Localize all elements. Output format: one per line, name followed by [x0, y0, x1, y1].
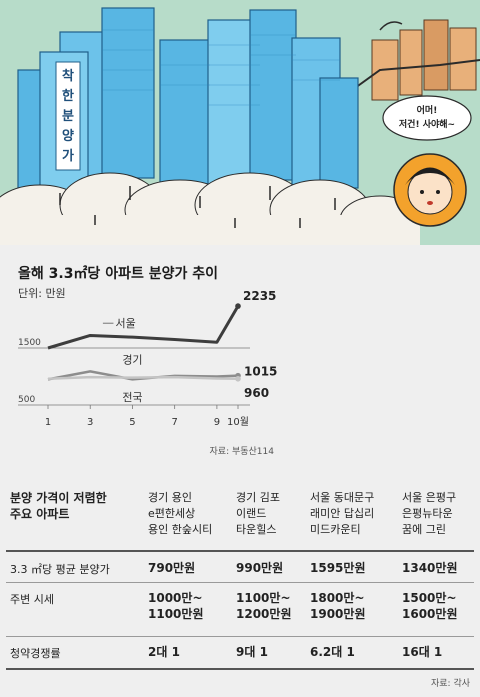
- building-sign-char: 가: [62, 149, 74, 164]
- table-cell: 990만원: [236, 560, 283, 576]
- table-cell: 1000만~ 1100만원: [148, 590, 203, 622]
- table-divider-top: [6, 550, 474, 552]
- series-end-label: 960: [244, 386, 269, 400]
- table-source: 자료: 각사: [430, 679, 470, 689]
- chart-title: 올해 3.3㎡당 아파트 분양가 추이: [18, 266, 218, 282]
- series-end-label: 2235: [243, 289, 276, 303]
- table-cell-line: 790만원: [148, 561, 196, 575]
- window-grid: [102, 29, 340, 106]
- series-end-point: [235, 375, 241, 382]
- table-column-header-line: 서울 은평구: [402, 491, 457, 504]
- line-chart: 1500 500 1 3 5 7 9 10월 2235 서울 1015 경기 960 전국: [18, 289, 277, 428]
- table-column-header-line: 서울 동대문구: [310, 491, 375, 504]
- x-tick-label: 7: [171, 417, 177, 428]
- series-line-1: [47, 305, 240, 350]
- table-cell-line: 1100만원: [148, 607, 204, 621]
- x-tick-label: 1: [45, 417, 51, 428]
- x-tick-label: 10월: [227, 416, 249, 428]
- building-sign-char: 양: [62, 129, 74, 144]
- price-trend-chart-section: 올해 3.3㎡당 아파트 분양가 추이 단위: 만원 1500 500 1 3 5 7 9 1…: [0, 245, 480, 465]
- brick-buildings: [354, 19, 480, 101]
- table-cell-line: 1340만원: [402, 561, 458, 575]
- woman-face-illustration: [393, 153, 467, 227]
- building-sign-char: 한: [62, 88, 74, 104]
- table-column-header-line: 은평뉴타운: [402, 507, 453, 520]
- table-cell-line: 1000만~: [148, 591, 203, 605]
- table-cell-line: 2대 1: [148, 645, 180, 659]
- table-cell-line: 1595만원: [310, 561, 366, 575]
- table-cell: 9대 1: [236, 644, 268, 660]
- table-cell-line: 1100만~: [236, 591, 291, 605]
- table-cell-line: 1800만~: [310, 591, 365, 605]
- table-cell: 790만원: [148, 560, 195, 576]
- table-cell: 1100만~ 1200만원: [236, 590, 291, 622]
- table-cell-line: 6.2대 1: [310, 645, 355, 659]
- table-column-header-line: 용인 한숲시티: [148, 523, 213, 536]
- x-tick-label: 5: [129, 417, 135, 428]
- blue-buildings: [17, 7, 359, 223]
- table-cell-line: 1200만원: [236, 607, 292, 621]
- building-sign-char: 분: [62, 109, 74, 124]
- table-cell: 1500만~ 1600만원: [402, 590, 457, 622]
- x-tick-label: 3: [87, 417, 93, 428]
- building-sign: [55, 61, 81, 171]
- table-column-header-line: 경기 김포: [236, 491, 280, 504]
- table-row-label: 3.3 ㎡당 평균 분양가: [10, 563, 110, 576]
- table-cell-line: 1600만원: [402, 607, 458, 621]
- y-tick-label: 1500: [18, 338, 41, 348]
- table-column-header-line: 경기 용인: [148, 491, 192, 504]
- table-header-title: 분양 가격이 저렴한 주요 아파트: [10, 490, 107, 522]
- decor-swirl: [379, 21, 403, 31]
- table-divider-bottom: [6, 668, 474, 670]
- table-cell: 2대 1: [148, 644, 180, 660]
- series-line-3: [47, 375, 239, 381]
- speech-bubble: [382, 95, 472, 141]
- cloud-crowd: [0, 172, 421, 245]
- raised-hands: [59, 186, 336, 228]
- y-tick-label: 500: [18, 395, 35, 405]
- table-cell-line: 990만원: [236, 561, 284, 575]
- table-row-label: 청약경쟁률: [10, 647, 61, 660]
- table-cell-line: 1900만원: [310, 607, 366, 621]
- table-cell: 1340만원: [402, 560, 457, 576]
- table-cell-line: 1500만~: [402, 591, 457, 605]
- table-column-header-line: 이랜드: [236, 507, 267, 520]
- building-sign-char: 착: [62, 68, 74, 84]
- speech-bubble-line-2: 저건! 사야해~: [399, 118, 455, 130]
- series-end-point: [235, 303, 241, 309]
- table-row-divider: [6, 582, 474, 583]
- table-cell: 16대 1: [402, 644, 442, 660]
- series-name-label: 경기: [122, 353, 142, 366]
- table-row-divider: [6, 636, 474, 637]
- series-name-label: 서울: [116, 317, 136, 330]
- table-cell-line: 9대 1: [236, 645, 268, 659]
- table-header-title-line-2: 주요 아파트: [10, 507, 70, 521]
- table-column-header-line: 꿈에 그린: [402, 523, 446, 536]
- table-cell-line: 16대 1: [402, 645, 443, 659]
- table-column-header-line: 래미안 답십리: [310, 507, 375, 520]
- x-tick-label: 9: [214, 417, 220, 428]
- table-column-header-line: 타운힐스: [236, 523, 277, 536]
- table-header-title-line-1: 분양 가격이 저렴한: [10, 491, 107, 505]
- chart-unit: 단위: 만원: [18, 287, 66, 300]
- series-name-label: 전국: [122, 391, 142, 404]
- table-column-header-line: e편한세상: [148, 507, 196, 520]
- speech-bubble-line-1: 어머!: [417, 104, 438, 116]
- table-row-label: 주변 시세: [10, 593, 54, 606]
- table-cell: 1800만~ 1900만원: [310, 590, 365, 622]
- series-end-label: 1015: [244, 365, 277, 379]
- chart-source: 자료: 부동산114: [209, 447, 274, 457]
- table-cell: 6.2대 1: [310, 644, 355, 660]
- table-column-header-line: 미드카운티: [310, 523, 361, 536]
- table-cell: 1595만원: [310, 560, 365, 576]
